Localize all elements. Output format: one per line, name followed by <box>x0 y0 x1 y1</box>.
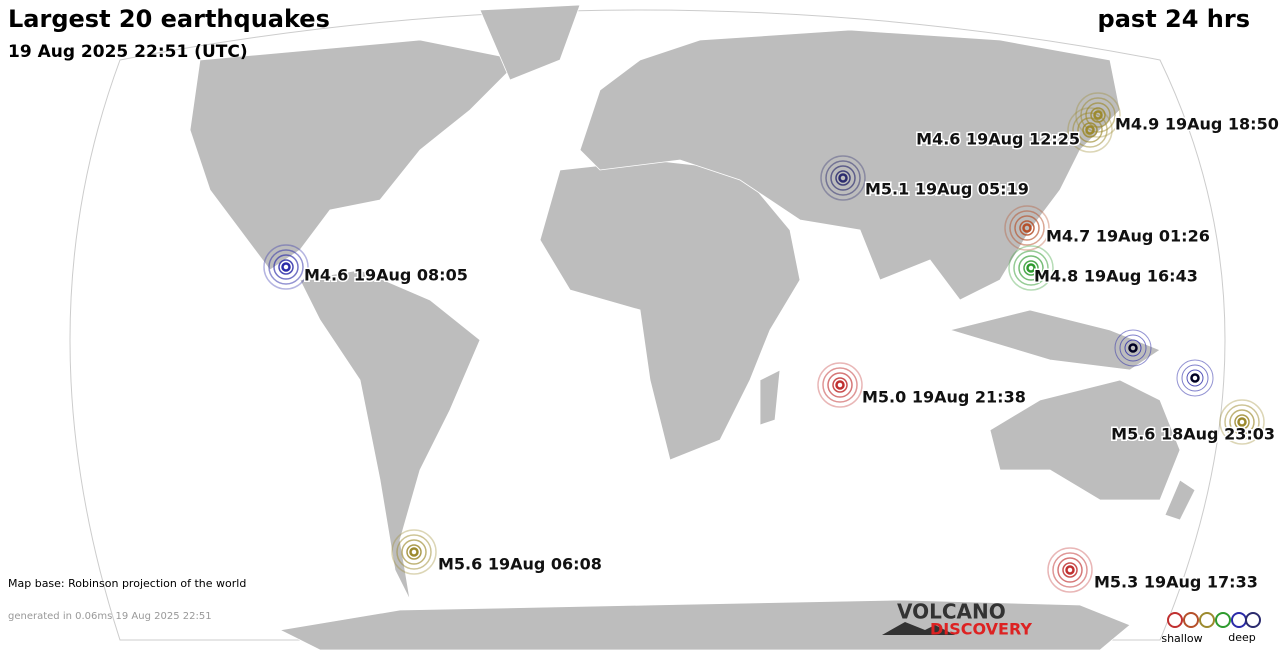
period: past 24 hrs <box>1098 5 1250 33</box>
ring <box>1023 260 1039 276</box>
logo-text: VOLCANO <box>897 600 1006 624</box>
legend-label: deep <box>1228 631 1256 644</box>
quake-markers: M4.9 19Aug 18:50 M4.6 19Aug 12:25 M5.1 19A… <box>263 92 1280 593</box>
quake-marker <box>1067 107 1113 153</box>
ring <box>268 249 304 285</box>
ring <box>822 367 858 403</box>
quake-label: M5.6 18Aug 23:03 <box>1111 425 1275 444</box>
unlabeled-quakes <box>1114 329 1214 397</box>
ring <box>1018 255 1044 281</box>
quake-marker <box>1008 245 1054 291</box>
quake-marker <box>1004 205 1050 251</box>
quake-label: M4.6 19Aug 12:25 <box>916 130 1080 149</box>
epicenter <box>835 380 845 390</box>
ring <box>1013 250 1049 286</box>
subtitle: 19 Aug 2025 22:51 (UTC) <box>8 42 248 62</box>
epicenter <box>1022 223 1032 233</box>
ring <box>825 160 861 196</box>
ring <box>273 254 299 280</box>
quake-label: M4.6 19Aug 08:05 <box>304 266 468 285</box>
ring <box>1004 205 1050 251</box>
ring <box>1067 107 1113 153</box>
epicenter <box>838 173 848 183</box>
ring <box>1224 404 1260 440</box>
ring <box>832 377 848 393</box>
ring <box>1062 562 1078 578</box>
quake-marker <box>1176 359 1214 397</box>
logo-text: DISCOVERY <box>930 620 1032 639</box>
ring <box>1072 112 1108 148</box>
legend-label: shallow <box>1161 632 1202 645</box>
ring <box>1019 220 1035 236</box>
ring <box>1229 409 1255 435</box>
quake-marker <box>1114 329 1152 367</box>
ring <box>820 155 866 201</box>
ring <box>1014 215 1040 241</box>
title: Largest 20 earthquakes <box>8 5 330 33</box>
epicenter <box>1085 125 1095 135</box>
quake-marker <box>820 155 866 201</box>
ring <box>1234 414 1250 430</box>
ring <box>1047 547 1093 593</box>
ring <box>391 529 437 575</box>
quake-marker <box>1047 547 1093 593</box>
quake-label: M4.9 19Aug 18:50 <box>1115 115 1279 134</box>
ring <box>1009 210 1045 246</box>
quake-marker <box>263 244 309 290</box>
map-base: Map base: Robinson projection of the wor… <box>8 577 246 590</box>
quake-marker <box>391 529 437 575</box>
ring <box>817 362 863 408</box>
ring <box>1052 552 1088 588</box>
ring <box>396 534 432 570</box>
quake-marker <box>1219 399 1265 445</box>
ring <box>1085 102 1111 128</box>
epicenter <box>281 262 291 272</box>
quake-label: M5.3 19Aug 17:33 <box>1094 573 1258 592</box>
ring <box>263 244 309 290</box>
epicenter <box>1026 263 1036 273</box>
quake-label: M5.1 19Aug 05:19 <box>865 180 1029 199</box>
quake-label: M4.7 19Aug 01:26 <box>1046 227 1210 246</box>
ring <box>830 165 856 191</box>
quake-label: M5.6 19Aug 06:08 <box>438 555 602 574</box>
quake-label: M5.0 19Aug 21:38 <box>862 388 1026 407</box>
logo-icon <box>882 622 955 635</box>
ring <box>1082 122 1098 138</box>
depth-legend <box>1167 612 1261 628</box>
ring <box>1008 245 1054 291</box>
generated-note: generated in 0.06ms 19 Aug 2025 22:51 <box>8 611 212 622</box>
epicenter <box>1093 110 1103 120</box>
ring <box>406 544 422 560</box>
epicenter <box>1237 417 1247 427</box>
epicenter <box>409 547 419 557</box>
ring <box>1077 117 1103 143</box>
ring <box>827 372 853 398</box>
ring <box>1057 557 1083 583</box>
epicenter <box>1065 565 1075 575</box>
continents <box>189 4 1196 650</box>
quake-marker <box>817 362 863 408</box>
ring <box>401 539 427 565</box>
quake-marker <box>1075 92 1121 138</box>
ring <box>835 170 851 186</box>
ring <box>1075 92 1121 138</box>
quake-label: M4.8 19Aug 16:43 <box>1034 267 1198 286</box>
ring <box>1219 399 1265 445</box>
ring <box>278 259 294 275</box>
